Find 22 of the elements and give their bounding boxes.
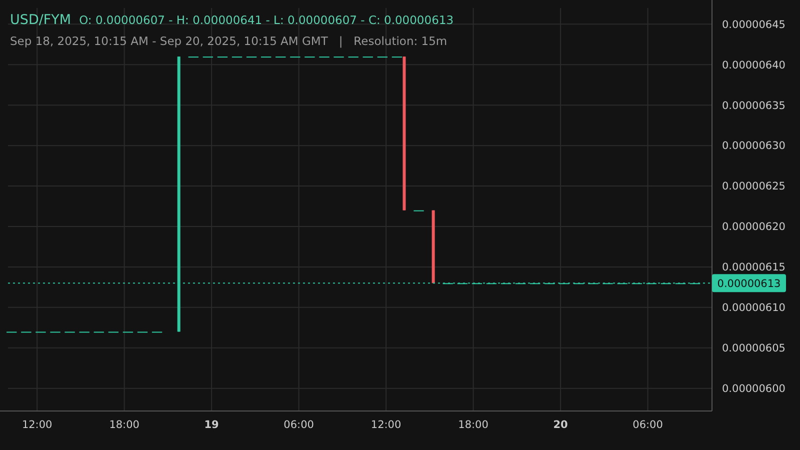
x-tick-label: 18:00 (458, 419, 488, 431)
y-tick-label: 0.00000605 (722, 342, 786, 355)
y-tick-label: 0.00000630 (722, 140, 786, 152)
text: Sep 18, 2025, 10:15 AM - Sep 20, 2025, 10:15 AM GMT | Resolution: 15m (10, 34, 448, 48)
y-tick-label: 0.00000615 (722, 262, 786, 274)
ref-line-label: 0.00000613 (717, 278, 781, 290)
x-tick-label: 12:00 (22, 419, 52, 431)
chart-title: USD/FYM (10, 12, 72, 28)
y-tick-label: 0.00000600 (722, 383, 786, 396)
annotation: O: 0.00000607 - H: 0.00000641 - L: 0.00000607 - C: 0.00000613 (79, 13, 454, 27)
x-tick-label: 06:00 (632, 419, 663, 431)
x-tick-label: 20 (553, 419, 568, 431)
y-tick-label: 0.00000635 (722, 100, 786, 112)
x-tick-label: 19 (204, 419, 219, 431)
y-tick-label: 0.00000610 (722, 302, 786, 314)
x-tick-label: 18:00 (109, 419, 140, 431)
x-tick-label: 06:00 (284, 419, 314, 431)
y-tick-label: 0.00000640 (722, 59, 786, 72)
y-tick-label: 0.00000645 (722, 18, 786, 31)
y-tick-label: 0.00000625 (722, 180, 786, 193)
y-tick-label: 0.00000620 (722, 221, 786, 234)
x-tick-label: 12:00 (370, 419, 402, 431)
